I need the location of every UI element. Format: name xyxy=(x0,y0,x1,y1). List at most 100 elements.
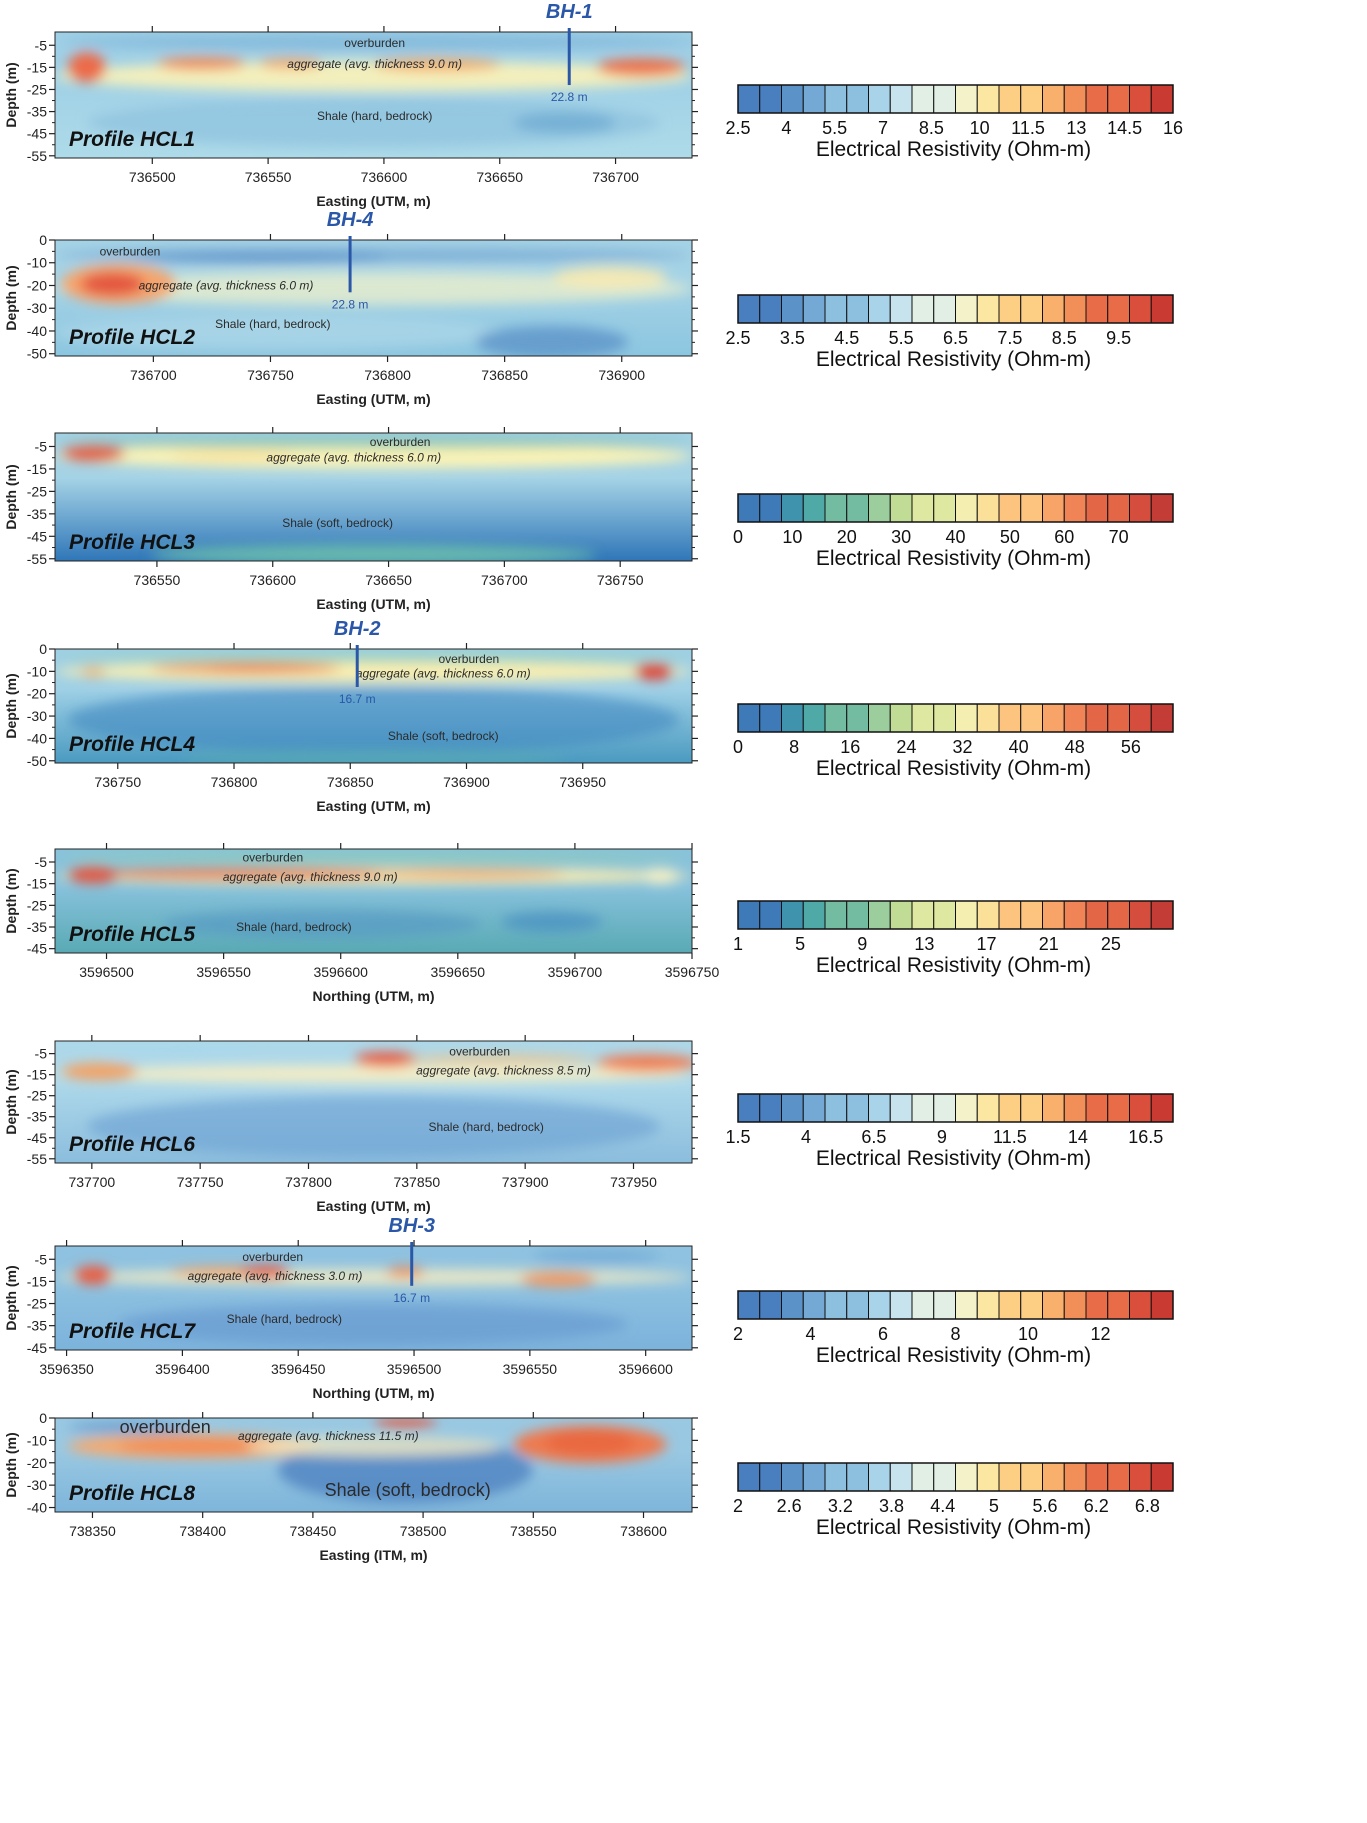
colorbar-frame xyxy=(737,703,1174,733)
colorbar-cell xyxy=(1150,84,1174,114)
resistivity-zone xyxy=(105,1043,259,1059)
profile-panel: -5 -15 -25 -35 -45 -55 737700 737750 737800 73785… xyxy=(3,1035,1174,1214)
colorbar-tick-label: 6.2 xyxy=(1084,1496,1109,1516)
colorbar-cell xyxy=(759,1462,782,1492)
resistivity-zone xyxy=(156,57,247,70)
y-tick-label: -30 xyxy=(27,1477,47,1493)
colorbar-cell xyxy=(911,900,935,930)
colorbar-cell xyxy=(976,900,1000,930)
layer-annotation: aggregate (avg. thickness 6.0 m) xyxy=(266,451,441,465)
y-tick-label: -15 xyxy=(27,876,47,892)
colorbar-cell xyxy=(889,84,913,114)
profile-panel: 0 -10 -20 -30 -40 -50 736750 736800 736850 736900… xyxy=(3,618,1174,814)
colorbar-tick-label: 24 xyxy=(896,737,916,757)
colorbar-cell xyxy=(1085,294,1109,324)
colorbar-tick-label: 14.5 xyxy=(1107,118,1142,138)
borehole-depth: 22.8 m xyxy=(551,90,588,104)
x-tick-label: 736800 xyxy=(211,774,258,790)
y-tick-label: -45 xyxy=(27,941,47,957)
colorbar-tick-label: 9.5 xyxy=(1106,328,1131,348)
plot-frame xyxy=(54,1417,693,1513)
colorbar-tick-label: 3.8 xyxy=(879,1496,904,1516)
x-tick-label: 738450 xyxy=(290,1523,337,1539)
y-tick-label: -40 xyxy=(27,730,47,746)
x-tick-label: 736900 xyxy=(598,367,645,383)
colorbar-cell xyxy=(1150,900,1174,930)
colorbar-cell xyxy=(911,1093,935,1123)
colorbar-tick-label: 70 xyxy=(1109,527,1129,547)
borehole-name: BH-2 xyxy=(334,618,381,640)
x-axis-label: Easting (UTM, m) xyxy=(316,1198,430,1214)
colorbar-label: Electrical Resistivity (Ohm-m) xyxy=(816,348,1091,371)
colorbar: 0 10 20 30 40 50 60 70 Electrical Resistivity (O… xyxy=(733,493,1174,570)
colorbar-cell xyxy=(1063,84,1087,114)
colorbar-tick-label: 20 xyxy=(837,527,857,547)
colorbar-cell xyxy=(1020,1093,1043,1123)
colorbar-cell xyxy=(1042,900,1065,930)
colorbar: 1 5 9 13 17 21 25 Electrical Resistivity (Ohm-m… xyxy=(733,900,1174,977)
colorbar-cell xyxy=(759,1093,782,1123)
colorbar-cell xyxy=(737,493,761,523)
colorbar-cell xyxy=(846,703,869,733)
colorbar-frame xyxy=(737,1290,1174,1320)
x-tick-label: 737950 xyxy=(610,1174,657,1190)
field-shapes xyxy=(67,1418,667,1503)
layer-annotation: aggregate (avg. thickness 3.0 m) xyxy=(188,1269,363,1283)
y-tick-label: -50 xyxy=(27,753,47,769)
colorbar-cell xyxy=(889,1462,913,1492)
x-tick-label: 738500 xyxy=(400,1523,447,1539)
resistivity-zone xyxy=(80,666,106,678)
y-axis-label: Depth (m) xyxy=(3,464,19,529)
colorbar-tick-label: 11.5 xyxy=(1011,118,1045,138)
x-axis-label: Easting (ITM, m) xyxy=(319,1547,427,1563)
colorbar-cell xyxy=(1020,1290,1043,1320)
colorbar-tick-label: 5 xyxy=(795,934,805,954)
borehole-name: BH-1 xyxy=(546,1,593,23)
colorbar-cell xyxy=(933,493,956,523)
colorbar-cell xyxy=(1150,493,1174,523)
colorbar-cell xyxy=(1150,1093,1174,1123)
resistivity-zone xyxy=(61,1062,138,1081)
colorbar-cell xyxy=(1042,493,1065,523)
layer-annotation: overburden xyxy=(438,652,499,666)
y-tick-label: -35 xyxy=(27,919,47,935)
profile-title: Profile HCL2 xyxy=(69,326,195,349)
y-tick-label: -30 xyxy=(27,708,47,724)
x-tick-label: 3596600 xyxy=(618,1361,673,1377)
colorbar-cell xyxy=(737,900,761,930)
layer-annotation: aggregate (avg. thickness 8.5 m) xyxy=(416,1063,591,1077)
colorbar-cell xyxy=(976,493,1000,523)
colorbar-tick-label: 56 xyxy=(1121,737,1141,757)
colorbar-tick-label: 2.5 xyxy=(725,118,750,138)
colorbar-cell xyxy=(824,84,848,114)
colorbar-cell xyxy=(1107,493,1130,523)
colorbar-tick-label: 40 xyxy=(945,527,965,547)
x-tick-label: 736850 xyxy=(481,367,528,383)
colorbar-cell xyxy=(846,84,869,114)
y-tick-label: -5 xyxy=(35,438,48,454)
profile-panel: -5 -15 -25 -35 -45 -55 736550 736600 736650 73670… xyxy=(3,427,1174,612)
colorbar-tick-label: 16.5 xyxy=(1128,1127,1163,1147)
colorbar-cell xyxy=(802,1093,826,1123)
profile-panel: -5 -15 -25 -35 -45 3596350 3596400 3596450 35965… xyxy=(3,1215,1174,1401)
y-axis-label: Depth (m) xyxy=(3,1069,19,1134)
colorbar-cell xyxy=(998,493,1022,523)
colorbar-tick-label: 7.5 xyxy=(997,328,1022,348)
y-tick-label: -15 xyxy=(27,59,47,75)
colorbar-tick-label: 48 xyxy=(1065,737,1085,757)
colorbar-tick-label: 16 xyxy=(1163,118,1183,138)
colorbar-frame xyxy=(737,1462,1174,1492)
colorbar-tick-label: 6.5 xyxy=(943,328,968,348)
colorbar-cell xyxy=(1042,294,1065,324)
resistivity-zone xyxy=(55,651,692,663)
y-tick-label: 0 xyxy=(39,232,47,248)
x-tick-label: 3596550 xyxy=(503,1361,558,1377)
colorbar-cell xyxy=(737,1462,761,1492)
colorbar-cell xyxy=(1107,900,1130,930)
colorbar-cell xyxy=(824,703,848,733)
colorbar-cell xyxy=(1107,703,1130,733)
resistivity-zone xyxy=(207,664,336,672)
x-tick-label: 738600 xyxy=(620,1523,667,1539)
resistivity-field xyxy=(55,649,692,763)
resistivity-zone xyxy=(169,450,298,462)
